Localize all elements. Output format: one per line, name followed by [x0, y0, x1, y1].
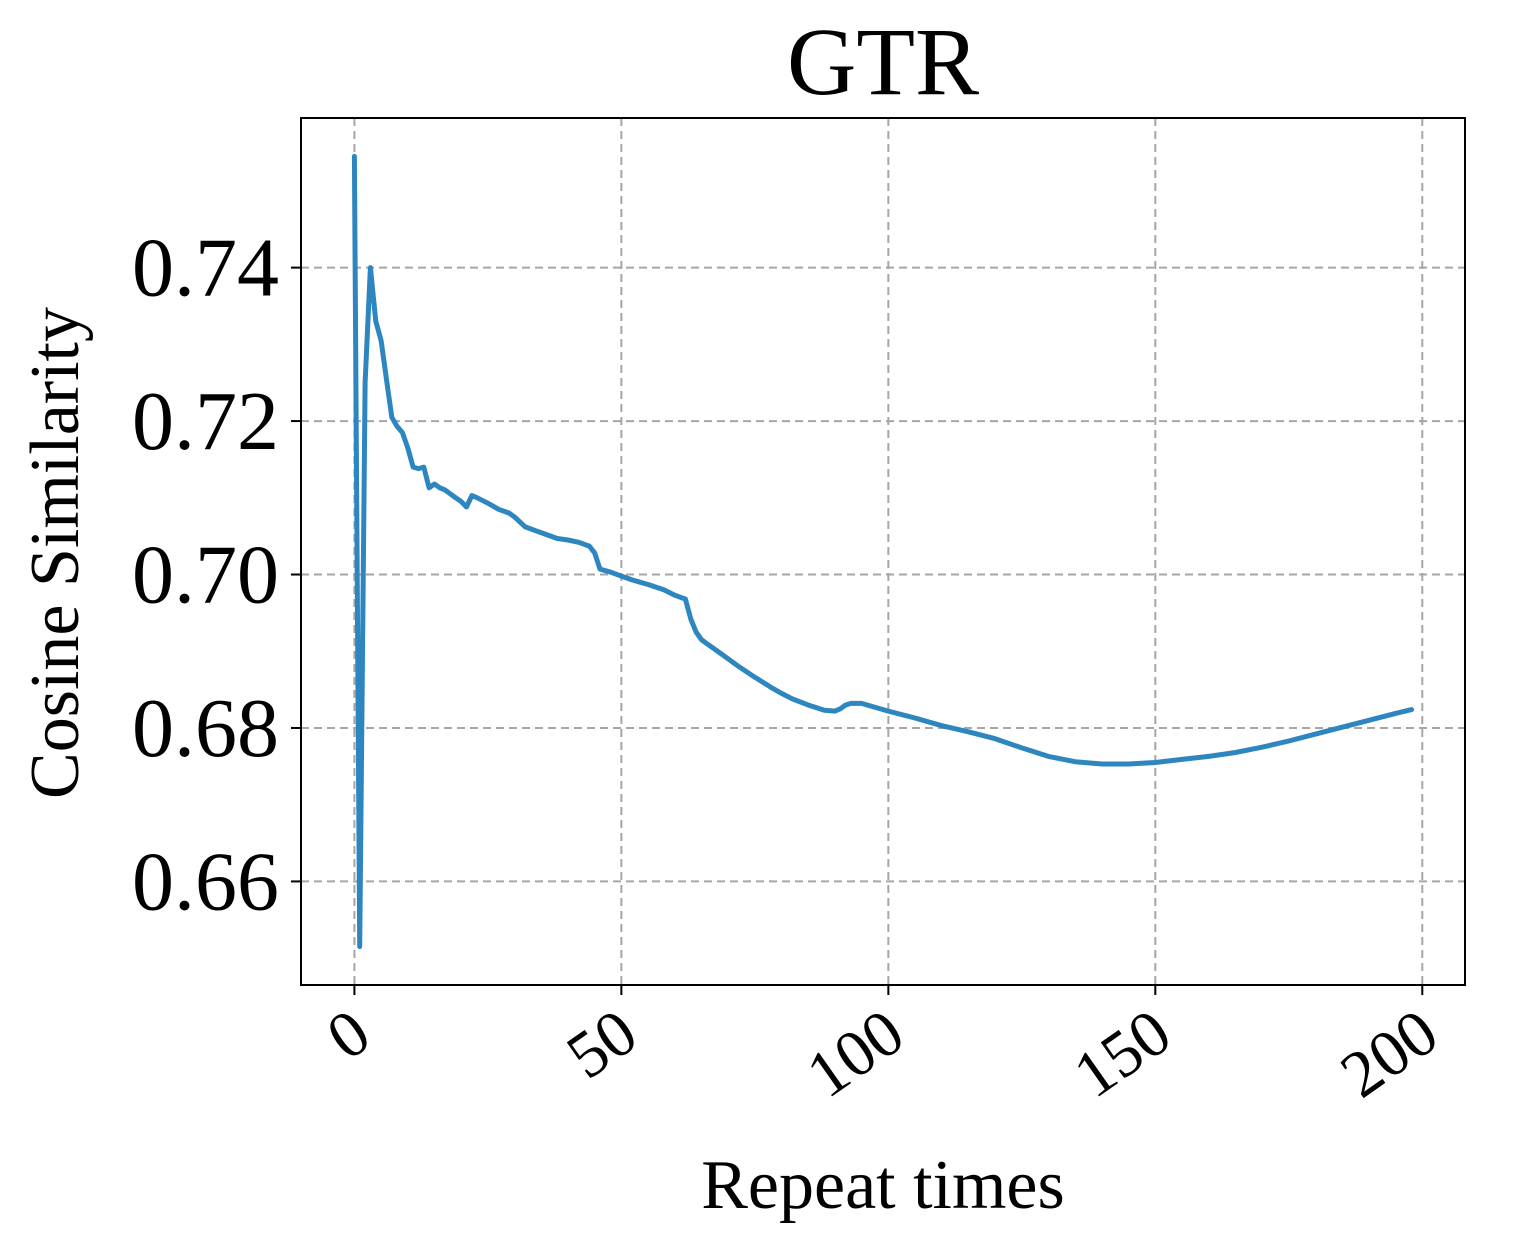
- y-tick-label: 0.72: [132, 375, 279, 468]
- plot-frame: [300, 117, 1466, 986]
- chart-title: GTR: [787, 8, 979, 115]
- y-tick-label: 0.70: [132, 529, 279, 622]
- series-line: [351, 153, 1415, 950]
- y-axis: 0.66 0.68 0.70 0.72 0.74: [132, 222, 301, 928]
- y-tick-label: 0.66: [132, 835, 279, 928]
- grid: [301, 118, 1465, 985]
- x-axis-label: Repeat times: [701, 1147, 1065, 1224]
- y-axis-label: Cosine Similarity: [17, 307, 94, 799]
- y-tick-label: 0.68: [132, 682, 279, 775]
- series-layer: [351, 153, 1415, 950]
- y-tick-label: 0.74: [132, 222, 279, 315]
